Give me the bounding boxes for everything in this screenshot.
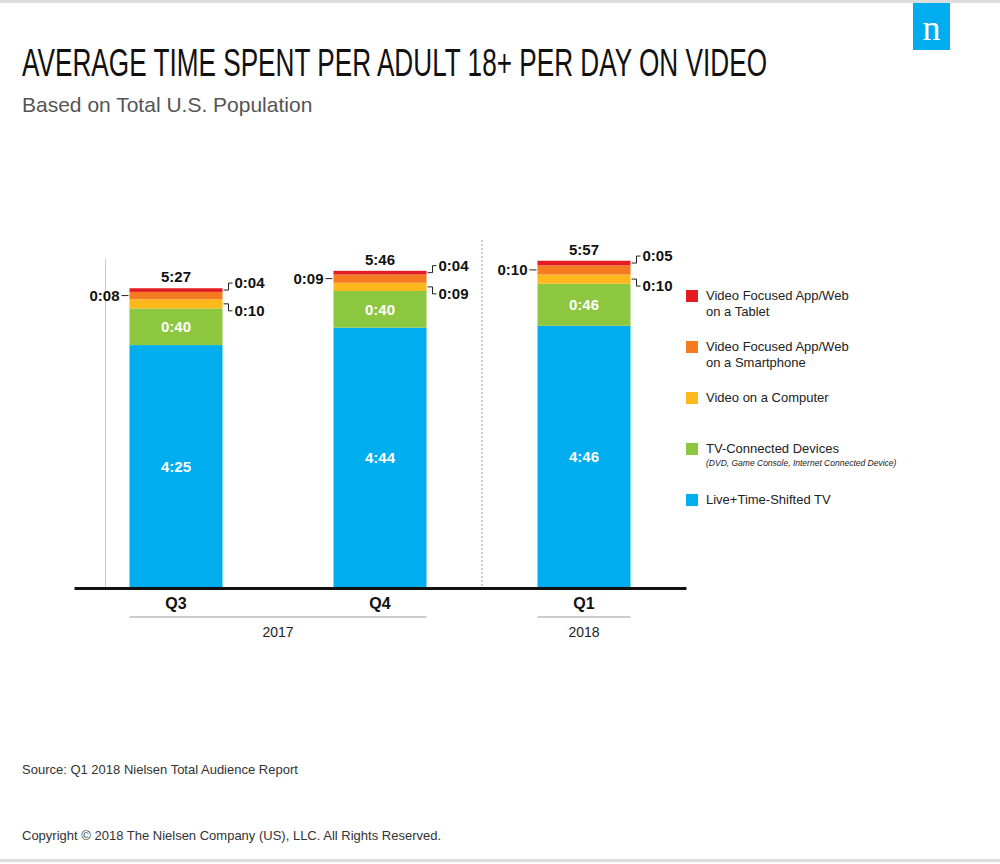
- segment-label: 0:05: [643, 247, 673, 264]
- x-tick: Q3: [165, 588, 186, 612]
- bar-segment: [537, 275, 630, 284]
- bar-segment: [333, 275, 426, 283]
- series-group: [129, 284, 630, 345]
- total-label: 5:57: [569, 241, 599, 258]
- group-label: 2018: [568, 624, 599, 640]
- bar-segment: [129, 288, 222, 292]
- bar-segment: [537, 261, 630, 266]
- legend-label-line: Video on a Computer: [706, 390, 829, 405]
- bottom-border: [0, 859, 1000, 862]
- legend-swatch: [686, 443, 698, 455]
- label-leader: [428, 287, 437, 294]
- legend-label-line: Live+Time-Shifted TV: [706, 492, 831, 507]
- series-group: [129, 326, 630, 588]
- bar-segment: [537, 284, 630, 326]
- segment-label: 0:10: [235, 302, 265, 319]
- segment-label: 0:40: [161, 318, 191, 335]
- legend-label: Video on a Computer: [706, 390, 829, 405]
- label-leader: [224, 283, 233, 290]
- top-border: [0, 0, 1000, 3]
- legend-swatch: [686, 494, 698, 506]
- legend-label-line: TV-Connected Devices: [706, 441, 839, 456]
- data-labels: 0:40 4:25 0:04 0:08 0:10 0:40 4:44 0:04 0:09 0:09…: [89, 247, 672, 475]
- bar-segment: [333, 283, 426, 291]
- subtitle: Based on Total U.S. Population: [22, 93, 312, 116]
- chart-svg: n AVERAGE TIME SPENT PER ADULT 18+ PER DA…: [0, 0, 1000, 864]
- bar-segment: [333, 271, 426, 275]
- legend-swatch: [686, 290, 698, 302]
- label-leader: [224, 304, 233, 311]
- logo-text: n: [923, 8, 941, 48]
- segment-label: 0:10: [643, 277, 673, 294]
- segment-label: 4:46: [569, 448, 599, 465]
- chart-root: n AVERAGE TIME SPENT PER ADULT 18+ PER DA…: [0, 0, 1000, 864]
- source: Source: Q1 2018 Nielsen Total Audience R…: [22, 762, 298, 777]
- legend-label: Video Focused App/Web on a Smartphone: [706, 339, 852, 370]
- x-tick-label: Q3: [165, 595, 186, 612]
- label-leader: [632, 279, 641, 286]
- label-leader: [632, 256, 641, 263]
- bar-segment: [129, 299, 222, 308]
- label-leader: [325, 278, 332, 279]
- legend-label: TV-Connected Devices: [706, 441, 839, 456]
- bar-segment: [537, 326, 630, 588]
- bar-segment: [537, 265, 630, 274]
- legend-swatch: [686, 392, 698, 404]
- label-leader: [529, 269, 536, 270]
- group-separator: [482, 240, 483, 588]
- bar-segment: [333, 328, 426, 588]
- legend-label-line: Video Focused App/Web: [706, 339, 852, 354]
- bars: [129, 261, 630, 588]
- x-groups: 2017 2018: [129, 240, 630, 640]
- logo-box: [913, 3, 950, 50]
- segment-label: 0:09: [439, 285, 469, 302]
- legend-label-line: Video Focused App/Web: [706, 288, 852, 303]
- segment-label: 0:08: [89, 287, 119, 304]
- legend-swatch: [686, 341, 698, 353]
- total-label: 5:27: [161, 268, 191, 285]
- bar-segment: [129, 292, 222, 299]
- background: [0, 0, 1000, 864]
- group-underline: [537, 617, 630, 618]
- segment-label: 4:44: [365, 449, 396, 466]
- series-group: [129, 265, 630, 299]
- y-axis: [105, 259, 106, 589]
- label-leader: [428, 266, 437, 273]
- label-leader: [121, 295, 128, 296]
- segment-label: 0:04: [235, 274, 266, 291]
- segment-label: 0:10: [497, 261, 527, 278]
- segment-label: 0:46: [569, 296, 599, 313]
- legend-label: Live+Time-Shifted TV: [706, 492, 831, 507]
- x-tick: Q4: [369, 588, 390, 612]
- bar-segment: [333, 291, 426, 328]
- bar-segment: [129, 345, 222, 588]
- legend: Video Focused App/Web on a TabletVideo F…: [686, 288, 897, 507]
- y-axis-line: [105, 259, 106, 589]
- copyright: Copyright © 2018 The Nielsen Company (US…: [22, 828, 441, 843]
- x-tick: Q1: [573, 588, 594, 612]
- legend-note: (DVD, Game Console, Internet Connected D…: [706, 458, 897, 468]
- title: AVERAGE TIME SPENT PER ADULT 18+ PER DAY…: [22, 42, 767, 84]
- x-axis: Q3 Q4 Q1: [75, 588, 687, 612]
- total-label: 5:46: [365, 251, 395, 268]
- bar-segment: [129, 308, 222, 345]
- x-tick-label: Q4: [369, 595, 390, 612]
- legend-label-line: on a Tablet: [706, 304, 770, 319]
- segment-label: 4:25: [161, 458, 191, 475]
- segment-label: 0:04: [439, 257, 470, 274]
- group-label: 2017: [262, 624, 293, 640]
- legend-label-line: on a Smartphone: [706, 355, 806, 370]
- legend-label: Video Focused App/Web on a Tablet: [706, 288, 852, 319]
- totals: 5:27 5:46 5:57: [161, 241, 599, 286]
- x-tick-label: Q1: [573, 595, 594, 612]
- group-underline: [129, 617, 426, 618]
- segment-label: 0:09: [293, 270, 323, 287]
- x-axis-line: [75, 587, 687, 590]
- segment-label: 0:40: [365, 301, 395, 318]
